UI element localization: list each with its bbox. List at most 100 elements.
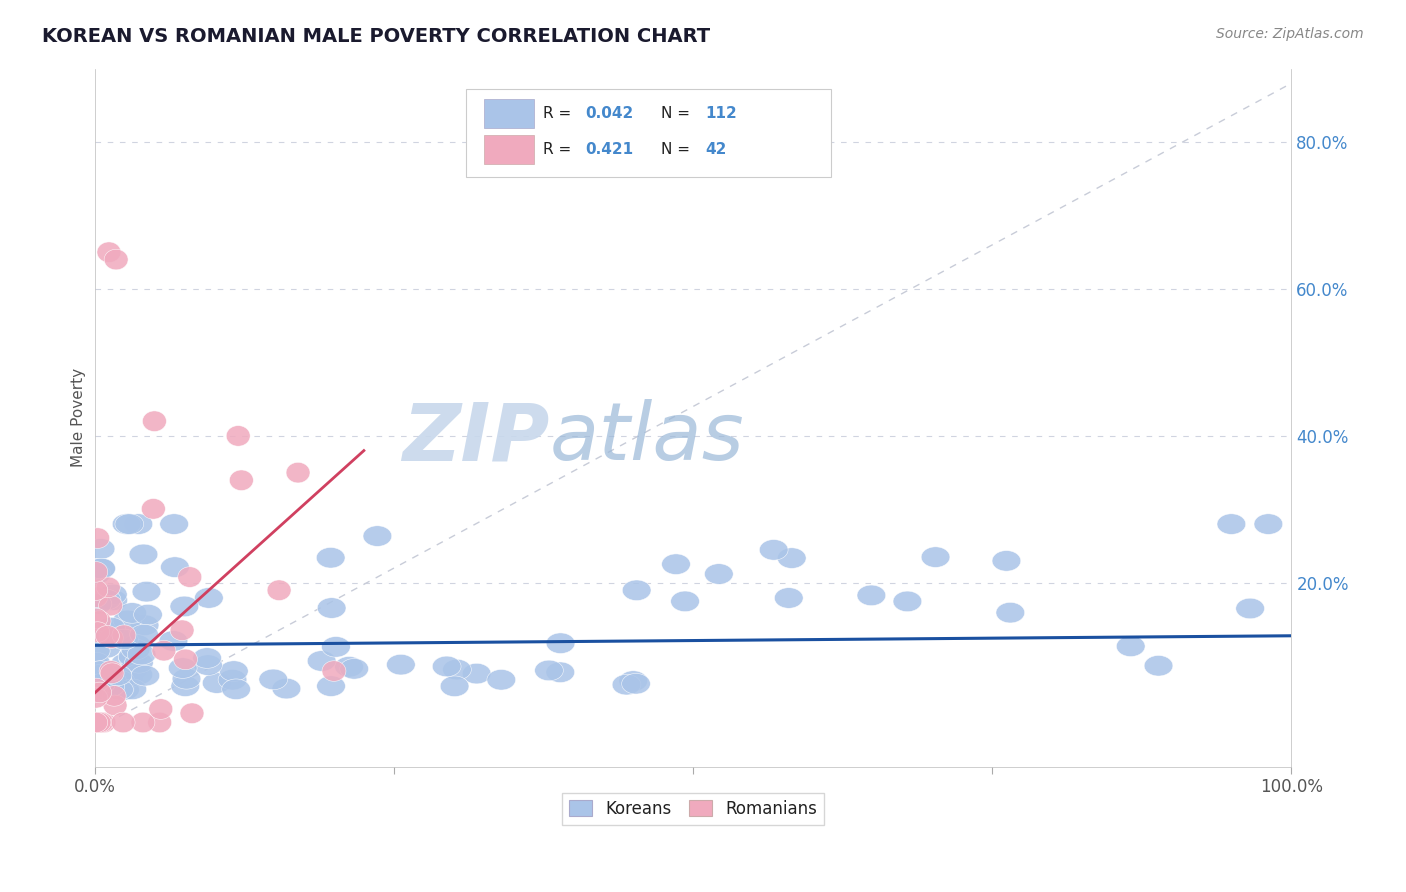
Ellipse shape	[486, 670, 516, 690]
Ellipse shape	[322, 637, 350, 657]
Ellipse shape	[432, 657, 461, 677]
Ellipse shape	[893, 591, 922, 612]
Ellipse shape	[1116, 636, 1144, 657]
Text: KOREAN VS ROMANIAN MALE POVERTY CORRELATION CHART: KOREAN VS ROMANIAN MALE POVERTY CORRELAT…	[42, 27, 710, 45]
Ellipse shape	[86, 539, 115, 559]
Ellipse shape	[84, 712, 108, 732]
Ellipse shape	[111, 653, 139, 673]
Text: Source: ZipAtlas.com: Source: ZipAtlas.com	[1216, 27, 1364, 41]
Ellipse shape	[84, 688, 108, 708]
Ellipse shape	[152, 640, 176, 661]
Ellipse shape	[759, 540, 789, 560]
Ellipse shape	[115, 514, 143, 534]
Ellipse shape	[118, 603, 146, 624]
Ellipse shape	[84, 580, 108, 600]
Ellipse shape	[285, 462, 309, 483]
Ellipse shape	[96, 625, 120, 646]
Ellipse shape	[546, 662, 575, 682]
Ellipse shape	[993, 550, 1021, 571]
Ellipse shape	[93, 660, 121, 681]
Ellipse shape	[118, 679, 146, 699]
Ellipse shape	[118, 648, 148, 668]
Text: R =: R =	[543, 142, 576, 157]
Ellipse shape	[142, 411, 166, 432]
Ellipse shape	[82, 680, 110, 700]
Ellipse shape	[229, 470, 253, 491]
FancyBboxPatch shape	[484, 135, 534, 164]
Ellipse shape	[105, 679, 134, 699]
Ellipse shape	[443, 659, 471, 680]
Ellipse shape	[104, 680, 134, 700]
Ellipse shape	[91, 638, 121, 658]
Ellipse shape	[612, 674, 641, 695]
Ellipse shape	[84, 678, 108, 698]
Ellipse shape	[1236, 599, 1264, 619]
Ellipse shape	[82, 656, 110, 676]
Ellipse shape	[82, 673, 110, 693]
Ellipse shape	[671, 591, 699, 612]
Ellipse shape	[112, 610, 142, 631]
Ellipse shape	[98, 590, 128, 610]
Text: 112: 112	[704, 105, 737, 120]
Ellipse shape	[778, 548, 806, 568]
Text: N =: N =	[661, 105, 695, 120]
Ellipse shape	[387, 655, 415, 675]
Ellipse shape	[84, 587, 108, 607]
Ellipse shape	[97, 242, 121, 262]
Ellipse shape	[1254, 514, 1282, 534]
Ellipse shape	[177, 566, 201, 587]
Ellipse shape	[149, 698, 173, 719]
Ellipse shape	[322, 661, 346, 681]
Ellipse shape	[82, 652, 110, 673]
Ellipse shape	[83, 594, 112, 615]
Ellipse shape	[111, 712, 135, 732]
Ellipse shape	[142, 499, 166, 519]
Ellipse shape	[125, 653, 153, 673]
Text: 42: 42	[704, 142, 727, 157]
Ellipse shape	[463, 664, 491, 684]
Ellipse shape	[308, 650, 336, 672]
Ellipse shape	[120, 659, 148, 681]
Ellipse shape	[110, 629, 138, 649]
Ellipse shape	[129, 624, 159, 645]
Ellipse shape	[259, 669, 288, 690]
Ellipse shape	[86, 622, 110, 642]
Ellipse shape	[995, 602, 1025, 623]
Text: 0.421: 0.421	[585, 142, 634, 157]
Ellipse shape	[84, 712, 108, 732]
Ellipse shape	[169, 657, 197, 678]
Ellipse shape	[87, 678, 115, 698]
Ellipse shape	[316, 548, 344, 568]
Ellipse shape	[619, 671, 648, 691]
Ellipse shape	[662, 554, 690, 574]
Ellipse shape	[172, 676, 200, 697]
Ellipse shape	[316, 676, 346, 697]
Ellipse shape	[87, 712, 111, 732]
Ellipse shape	[222, 679, 250, 699]
FancyBboxPatch shape	[465, 89, 831, 177]
Ellipse shape	[97, 577, 121, 598]
Ellipse shape	[148, 712, 172, 732]
Ellipse shape	[84, 608, 108, 629]
Ellipse shape	[87, 558, 115, 579]
Ellipse shape	[112, 625, 136, 646]
Ellipse shape	[118, 647, 148, 667]
Ellipse shape	[122, 634, 150, 656]
Ellipse shape	[86, 661, 114, 681]
Ellipse shape	[160, 557, 190, 577]
Ellipse shape	[218, 669, 247, 690]
Ellipse shape	[172, 668, 201, 690]
Ellipse shape	[219, 661, 249, 681]
Ellipse shape	[132, 582, 160, 602]
Ellipse shape	[194, 655, 222, 675]
Ellipse shape	[87, 673, 115, 694]
Ellipse shape	[131, 712, 155, 732]
Ellipse shape	[623, 580, 651, 600]
Ellipse shape	[84, 712, 108, 732]
Ellipse shape	[340, 658, 368, 679]
Ellipse shape	[84, 712, 108, 732]
Ellipse shape	[86, 528, 110, 549]
Ellipse shape	[440, 676, 470, 697]
Text: atlas: atlas	[550, 400, 744, 477]
Ellipse shape	[170, 620, 194, 640]
